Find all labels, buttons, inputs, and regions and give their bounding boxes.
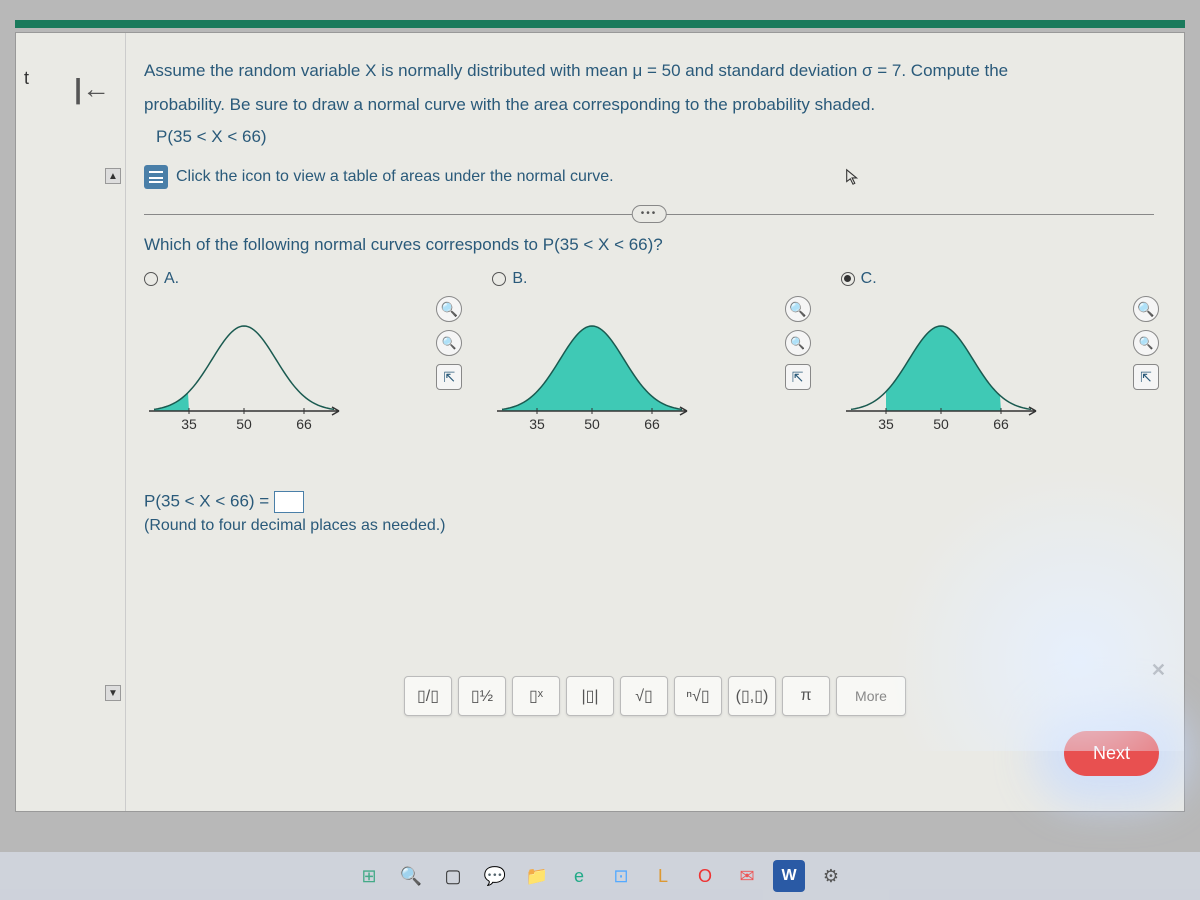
math-pi-button[interactable]: π [782, 676, 830, 716]
taskbar-chat-icon[interactable]: 💬 [479, 860, 511, 892]
popout-icon[interactable]: ⇱ [1133, 364, 1159, 390]
zoom-in-icon[interactable]: 🔍 [785, 296, 811, 322]
taskbar-start-icon[interactable]: ⊞ [353, 860, 385, 892]
scroll-up-button[interactable]: ▲ [105, 168, 121, 184]
question-line-2: probability. Be sure to draw a normal cu… [144, 92, 1154, 118]
answer-row: P(35 < X < 66) = [144, 491, 1154, 513]
sidebar-label: t [24, 68, 29, 89]
zoom-in-icon[interactable]: 🔍 [1133, 296, 1159, 322]
svg-text:50: 50 [236, 416, 252, 432]
option-label[interactable]: B. [492, 270, 805, 288]
window-top-bar [15, 20, 1185, 28]
svg-text:50: 50 [585, 416, 601, 432]
question-line-1: Assume the random variable X is normally… [144, 58, 1154, 84]
math-abs-button[interactable]: |▯| [566, 676, 614, 716]
option-A: A. 35 50 66 🔍 🔍 ⇱ [144, 270, 457, 461]
zoom-in-icon[interactable]: 🔍 [436, 296, 462, 322]
curve-box: 35 50 66 🔍 🔍 ⇱ [492, 296, 805, 461]
svg-text:35: 35 [878, 416, 894, 432]
svg-text:66: 66 [296, 416, 312, 432]
taskbar-lock-icon[interactable]: L [647, 860, 679, 892]
option-letter: B. [512, 270, 527, 288]
zoom-out-icon[interactable]: 🔍 [1133, 330, 1159, 356]
zoom-out-icon[interactable]: 🔍 [785, 330, 811, 356]
taskbar-explorer-icon[interactable]: 📁 [521, 860, 553, 892]
divider: ••• [144, 214, 1154, 215]
svg-text:35: 35 [181, 416, 197, 432]
content-area: t |← ▲ ▼ Assume the random variable X is… [15, 32, 1185, 812]
svg-text:66: 66 [645, 416, 661, 432]
close-toolbar-icon[interactable]: ✕ [1151, 660, 1166, 681]
math-nroot-button[interactable]: ⁿ√▯ [674, 676, 722, 716]
radio-button[interactable] [492, 272, 506, 286]
answer-input[interactable] [274, 491, 304, 513]
taskbar-search-icon[interactable]: 🔍 [395, 860, 427, 892]
math-more-button[interactable]: More [836, 676, 906, 716]
taskbar-edge-icon[interactable]: e [563, 860, 595, 892]
option-C: C. 35 50 66 🔍 🔍 ⇱ [841, 270, 1154, 461]
which-question: Which of the following normal curves cor… [144, 235, 1154, 255]
svg-text:66: 66 [993, 416, 1009, 432]
math-toolbar: ▯/▯▯½▯ˣ|▯|√▯ⁿ√▯(▯,▯)πMore [404, 676, 906, 716]
radio-button[interactable] [841, 272, 855, 286]
taskbar-store-icon[interactable]: ⊡ [605, 860, 637, 892]
left-sidebar: t |← ▲ ▼ [16, 33, 126, 811]
math-interval-button[interactable]: (▯,▯) [728, 676, 776, 716]
scroll-down-button[interactable]: ▼ [105, 685, 121, 701]
probability-expression: P(35 < X < 66) [156, 127, 1154, 147]
svg-text:50: 50 [933, 416, 949, 432]
taskbar-opera-icon[interactable]: O [689, 860, 721, 892]
radio-button[interactable] [144, 272, 158, 286]
table-icon[interactable] [144, 165, 168, 189]
taskbar-mail-icon[interactable]: ✉ [731, 860, 763, 892]
round-note: (Round to four decimal places as needed.… [144, 517, 1154, 535]
collapse-icon[interactable]: |← [74, 73, 110, 105]
option-letter: A. [164, 270, 179, 288]
next-button[interactable]: Next [1064, 731, 1159, 776]
taskbar-task-icon[interactable]: ▢ [437, 860, 469, 892]
taskbar-settings-icon[interactable]: ⚙ [815, 860, 847, 892]
zoom-out-icon[interactable]: 🔍 [436, 330, 462, 356]
option-label[interactable]: C. [841, 270, 1154, 288]
option-letter: C. [861, 270, 877, 288]
popout-icon[interactable]: ⇱ [785, 364, 811, 390]
main-content: Assume the random variable X is normally… [126, 33, 1184, 811]
math-exp-button[interactable]: ▯ˣ [512, 676, 560, 716]
popout-icon[interactable]: ⇱ [436, 364, 462, 390]
cursor-icon [844, 168, 862, 186]
curve-box: 35 50 66 🔍 🔍 ⇱ [144, 296, 457, 461]
table-link[interactable]: Click the icon to view a table of areas … [176, 168, 614, 186]
answer-prefix: P(35 < X < 66) = [144, 491, 274, 510]
svg-text:35: 35 [530, 416, 546, 432]
math-mixed-button[interactable]: ▯½ [458, 676, 506, 716]
math-frac-button[interactable]: ▯/▯ [404, 676, 452, 716]
expand-dots[interactable]: ••• [632, 205, 667, 223]
math-sqrt-button[interactable]: √▯ [620, 676, 668, 716]
taskbar: ⊞ 🔍 ▢ 💬 📁 e ⊡ LO ✉ W ⚙ [0, 852, 1200, 900]
taskbar-word-icon[interactable]: W [773, 860, 805, 892]
option-label[interactable]: A. [144, 270, 457, 288]
curve-box: 35 50 66 🔍 🔍 ⇱ [841, 296, 1154, 461]
option-B: B. 35 50 66 🔍 🔍 ⇱ [492, 270, 805, 461]
